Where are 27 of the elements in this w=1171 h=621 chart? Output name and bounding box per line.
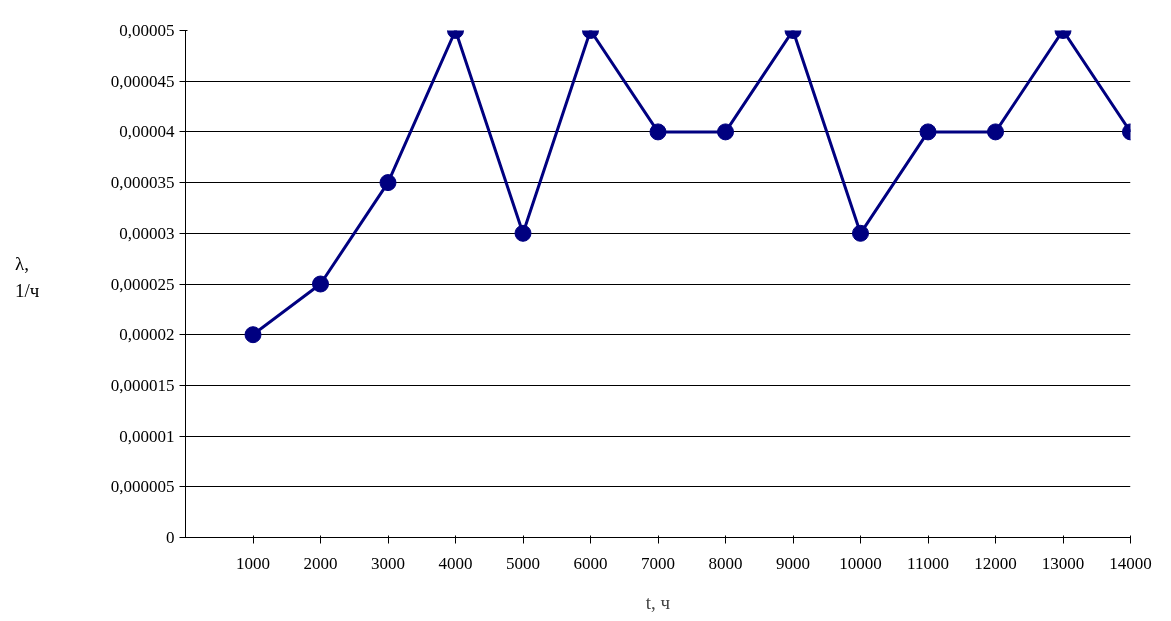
y-tick-label: 0,000035 <box>110 173 175 193</box>
x-tick-label: 5000 <box>506 553 540 573</box>
x-tick-label: 2000 <box>303 553 338 573</box>
y-tick-label: 0,000045 <box>110 71 175 91</box>
y-tick-label: 0,00002 <box>119 325 175 345</box>
x-tick-label: 10000 <box>839 553 882 573</box>
x-axis-title: t, ч <box>645 591 671 613</box>
y-tick-label: 0,00003 <box>119 223 175 243</box>
x-tick-label: 11000 <box>907 553 949 573</box>
y-tick-label: 0,00004 <box>119 122 175 142</box>
x-tick-label: 7000 <box>641 553 675 573</box>
x-tick-label: 3000 <box>371 553 405 573</box>
y-tick-label: 0,000015 <box>110 375 175 395</box>
x-tick-label: 4000 <box>438 553 473 573</box>
x-tick-label: 8000 <box>708 553 743 573</box>
x-tick-label: 14000 <box>1109 553 1152 573</box>
x-tick-label: 12000 <box>974 553 1017 573</box>
y-tick-label: 0,000025 <box>110 274 175 294</box>
y-tick-label: 0,000005 <box>110 477 175 497</box>
x-tick-label: 1000 <box>236 553 270 573</box>
x-tick-label: 9000 <box>776 553 810 573</box>
x-tick-label: 6000 <box>573 553 608 573</box>
y-tick-label: 0,00005 <box>119 21 175 40</box>
y-tick-label: 0,00001 <box>119 426 175 446</box>
y-tick-label: 0 <box>166 528 175 547</box>
y-axis-title: λ, 1/ч <box>15 252 40 304</box>
x-tick-label: 13000 <box>1041 553 1085 573</box>
